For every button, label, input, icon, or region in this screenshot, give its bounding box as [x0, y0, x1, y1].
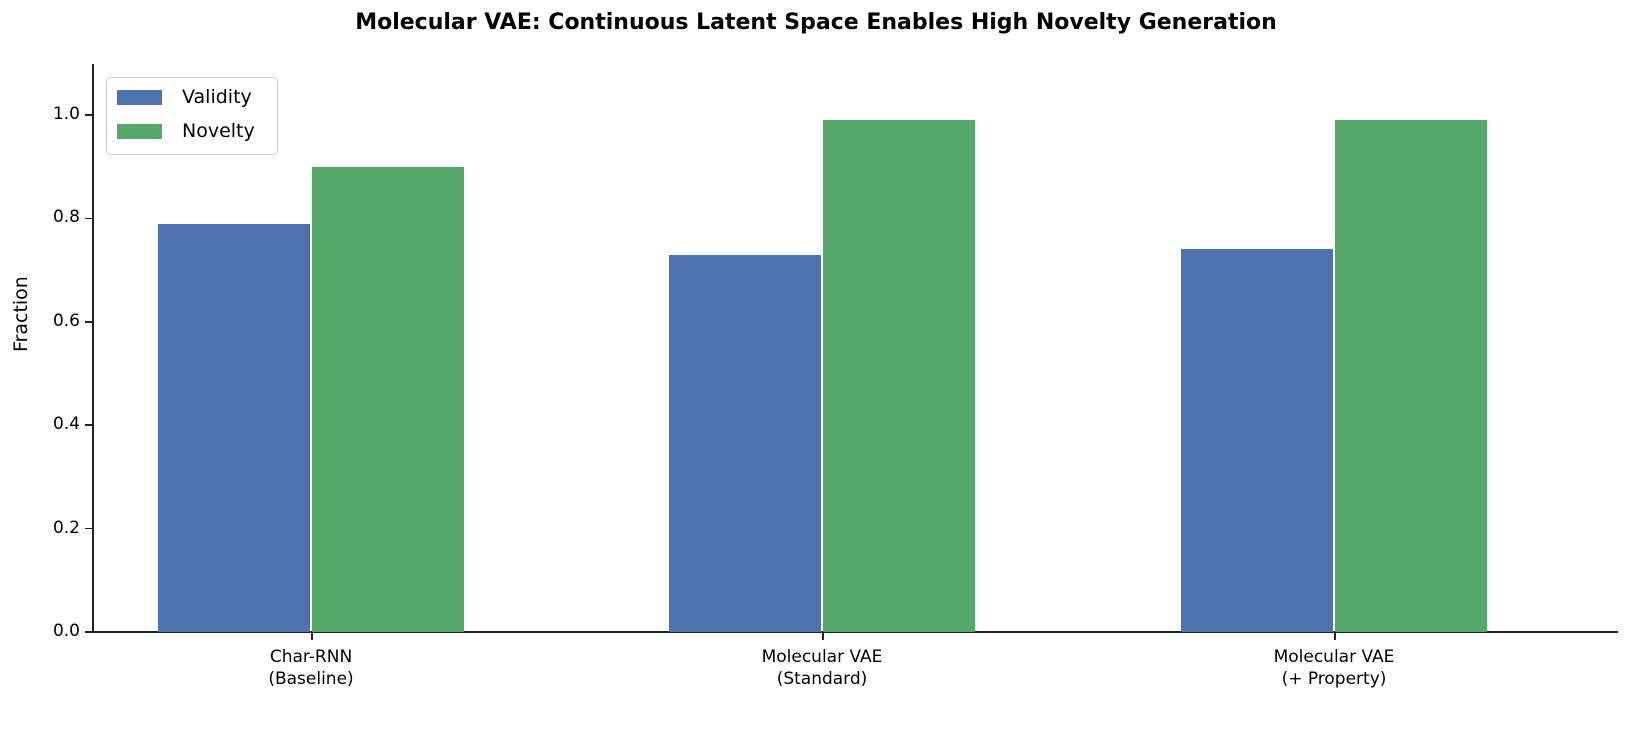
y-tick: [85, 631, 92, 633]
y-tick: [85, 114, 92, 116]
legend-item-novelty: Novelty: [117, 120, 255, 142]
y-tick-label: 0.8: [52, 207, 80, 228]
chart-title: Molecular VAE: Continuous Latent Space E…: [355, 10, 1277, 35]
x-tick-label: Char-RNN (Baseline): [268, 647, 354, 689]
legend-label: Novelty: [182, 120, 255, 142]
bar-validity: [158, 223, 310, 632]
legend-swatch-validity: [117, 89, 162, 105]
bar-novelty: [312, 166, 464, 632]
y-tick-label: 0.6: [52, 310, 80, 331]
y-axis-label: Fraction: [10, 276, 32, 352]
bar-novelty: [1335, 120, 1487, 632]
y-tick: [85, 424, 92, 426]
y-tick: [85, 527, 92, 530]
bar-validity: [1181, 249, 1333, 632]
legend: Validity Novelty: [106, 77, 278, 155]
bar-novelty: [823, 120, 975, 632]
y-tick-label: 0.4: [52, 414, 80, 435]
y-tick-label: 0.0: [52, 621, 80, 641]
x-tick: [822, 633, 824, 640]
x-tick-label: Molecular VAE (+ Property): [1273, 647, 1395, 689]
y-tick: [85, 217, 92, 220]
legend-label: Validity: [182, 86, 252, 108]
y-axis-line: [92, 64, 94, 633]
legend-swatch-novelty: [117, 123, 162, 139]
x-tick: [311, 633, 313, 640]
x-tick-label: Molecular VAE (Standard): [761, 647, 883, 689]
y-tick: [85, 321, 92, 323]
x-axis-line: [92, 631, 1618, 633]
y-tick-label: 1.0: [52, 104, 80, 124]
y-tick-label: 0.2: [52, 517, 80, 538]
x-tick: [1334, 633, 1336, 640]
bar-validity: [669, 254, 821, 632]
legend-item-validity: Validity: [117, 86, 252, 108]
